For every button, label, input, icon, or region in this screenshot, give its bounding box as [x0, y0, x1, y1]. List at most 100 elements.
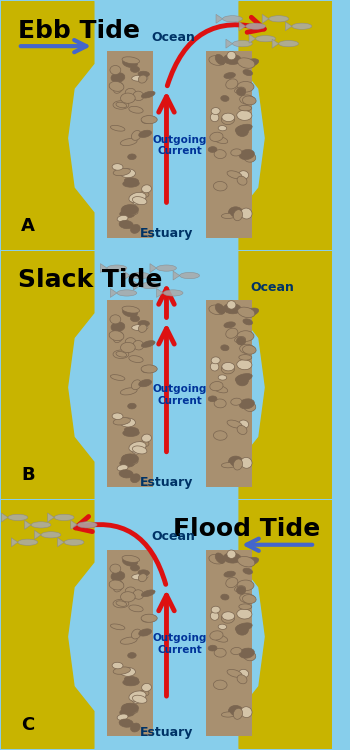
Ellipse shape	[224, 322, 236, 328]
Ellipse shape	[123, 429, 139, 436]
Ellipse shape	[122, 454, 138, 464]
Ellipse shape	[121, 704, 139, 714]
Text: Outgoing
Current: Outgoing Current	[153, 135, 207, 157]
Polygon shape	[239, 500, 331, 748]
Ellipse shape	[109, 580, 124, 590]
Ellipse shape	[243, 595, 256, 604]
Ellipse shape	[230, 208, 239, 217]
Ellipse shape	[120, 139, 137, 146]
Ellipse shape	[117, 215, 128, 222]
Ellipse shape	[125, 587, 135, 595]
Ellipse shape	[119, 719, 133, 728]
Ellipse shape	[243, 568, 253, 574]
Ellipse shape	[139, 130, 152, 137]
Ellipse shape	[239, 399, 254, 409]
Ellipse shape	[120, 169, 135, 178]
Polygon shape	[206, 550, 252, 736]
Ellipse shape	[138, 570, 149, 575]
Ellipse shape	[122, 557, 138, 566]
Ellipse shape	[120, 709, 135, 716]
Ellipse shape	[240, 344, 255, 354]
Ellipse shape	[110, 315, 121, 324]
Ellipse shape	[211, 606, 220, 613]
Ellipse shape	[156, 265, 176, 272]
Ellipse shape	[214, 680, 227, 689]
Ellipse shape	[142, 434, 152, 442]
Ellipse shape	[233, 708, 243, 719]
Ellipse shape	[113, 599, 129, 608]
Ellipse shape	[211, 107, 220, 115]
Ellipse shape	[222, 362, 235, 370]
Ellipse shape	[133, 590, 144, 599]
Ellipse shape	[244, 152, 256, 162]
Ellipse shape	[120, 637, 137, 644]
Ellipse shape	[129, 356, 143, 362]
Ellipse shape	[221, 95, 229, 101]
Ellipse shape	[213, 386, 228, 393]
Ellipse shape	[117, 290, 137, 296]
Ellipse shape	[211, 357, 220, 364]
Ellipse shape	[131, 565, 140, 571]
Ellipse shape	[129, 605, 143, 612]
Ellipse shape	[240, 208, 252, 219]
Ellipse shape	[132, 629, 141, 639]
Ellipse shape	[122, 704, 138, 714]
Ellipse shape	[111, 322, 125, 332]
Ellipse shape	[139, 628, 152, 636]
Ellipse shape	[237, 337, 246, 345]
Ellipse shape	[116, 601, 127, 607]
Ellipse shape	[141, 615, 153, 622]
Ellipse shape	[235, 622, 252, 632]
Ellipse shape	[243, 70, 253, 76]
Ellipse shape	[141, 365, 157, 373]
Ellipse shape	[116, 352, 127, 357]
Ellipse shape	[221, 345, 229, 351]
Ellipse shape	[113, 350, 129, 358]
Ellipse shape	[122, 306, 140, 313]
Ellipse shape	[223, 304, 241, 313]
Text: B: B	[21, 466, 35, 484]
Ellipse shape	[141, 116, 157, 124]
Ellipse shape	[209, 305, 225, 315]
Ellipse shape	[239, 149, 254, 160]
Ellipse shape	[243, 96, 256, 105]
Ellipse shape	[236, 625, 248, 635]
Ellipse shape	[237, 110, 252, 121]
Ellipse shape	[227, 171, 242, 178]
Ellipse shape	[237, 88, 246, 96]
Ellipse shape	[163, 290, 183, 296]
Ellipse shape	[128, 404, 136, 409]
Polygon shape	[239, 2, 331, 250]
Polygon shape	[206, 51, 252, 238]
Ellipse shape	[227, 670, 242, 677]
Ellipse shape	[222, 712, 235, 717]
Ellipse shape	[132, 75, 148, 81]
Ellipse shape	[210, 132, 223, 142]
Polygon shape	[272, 39, 279, 48]
Ellipse shape	[132, 325, 148, 331]
Ellipse shape	[110, 624, 125, 630]
Ellipse shape	[77, 522, 97, 528]
Ellipse shape	[139, 690, 149, 696]
Ellipse shape	[120, 592, 135, 602]
Polygon shape	[133, 281, 140, 290]
Ellipse shape	[237, 82, 254, 92]
Polygon shape	[11, 538, 18, 547]
Ellipse shape	[109, 82, 124, 92]
Polygon shape	[110, 289, 117, 298]
Ellipse shape	[128, 652, 136, 658]
Ellipse shape	[132, 130, 141, 140]
Ellipse shape	[64, 539, 84, 545]
Polygon shape	[1, 2, 331, 250]
Ellipse shape	[119, 470, 133, 478]
Ellipse shape	[141, 92, 155, 98]
Ellipse shape	[129, 192, 146, 202]
Ellipse shape	[229, 706, 243, 716]
Text: Outgoing
Current: Outgoing Current	[153, 634, 207, 655]
Polygon shape	[216, 14, 223, 23]
Text: Estuary: Estuary	[140, 476, 193, 489]
Ellipse shape	[129, 691, 146, 701]
Ellipse shape	[110, 65, 121, 74]
Ellipse shape	[113, 100, 129, 109]
Ellipse shape	[214, 399, 226, 408]
